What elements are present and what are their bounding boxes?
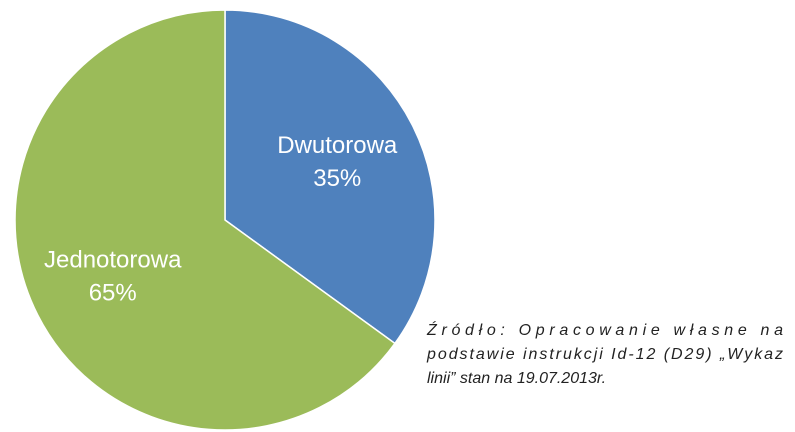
slice-value-label: 65% bbox=[89, 280, 137, 307]
pie-slice bbox=[14, 9, 396, 431]
source-note: podstawie instrukcji Id-12 (D29) „Wykaz bbox=[426, 346, 783, 363]
slice-category-label: Dwutorowa bbox=[277, 132, 398, 159]
source-note: linii” stan na 19.07.2013r. bbox=[427, 370, 606, 387]
slice-category-label: Jednotorowa bbox=[44, 247, 182, 274]
source-note: Źródło: Opracowanie własne na bbox=[426, 320, 783, 339]
slice-value-label: 35% bbox=[313, 165, 361, 192]
pie-slice bbox=[224, 9, 436, 345]
